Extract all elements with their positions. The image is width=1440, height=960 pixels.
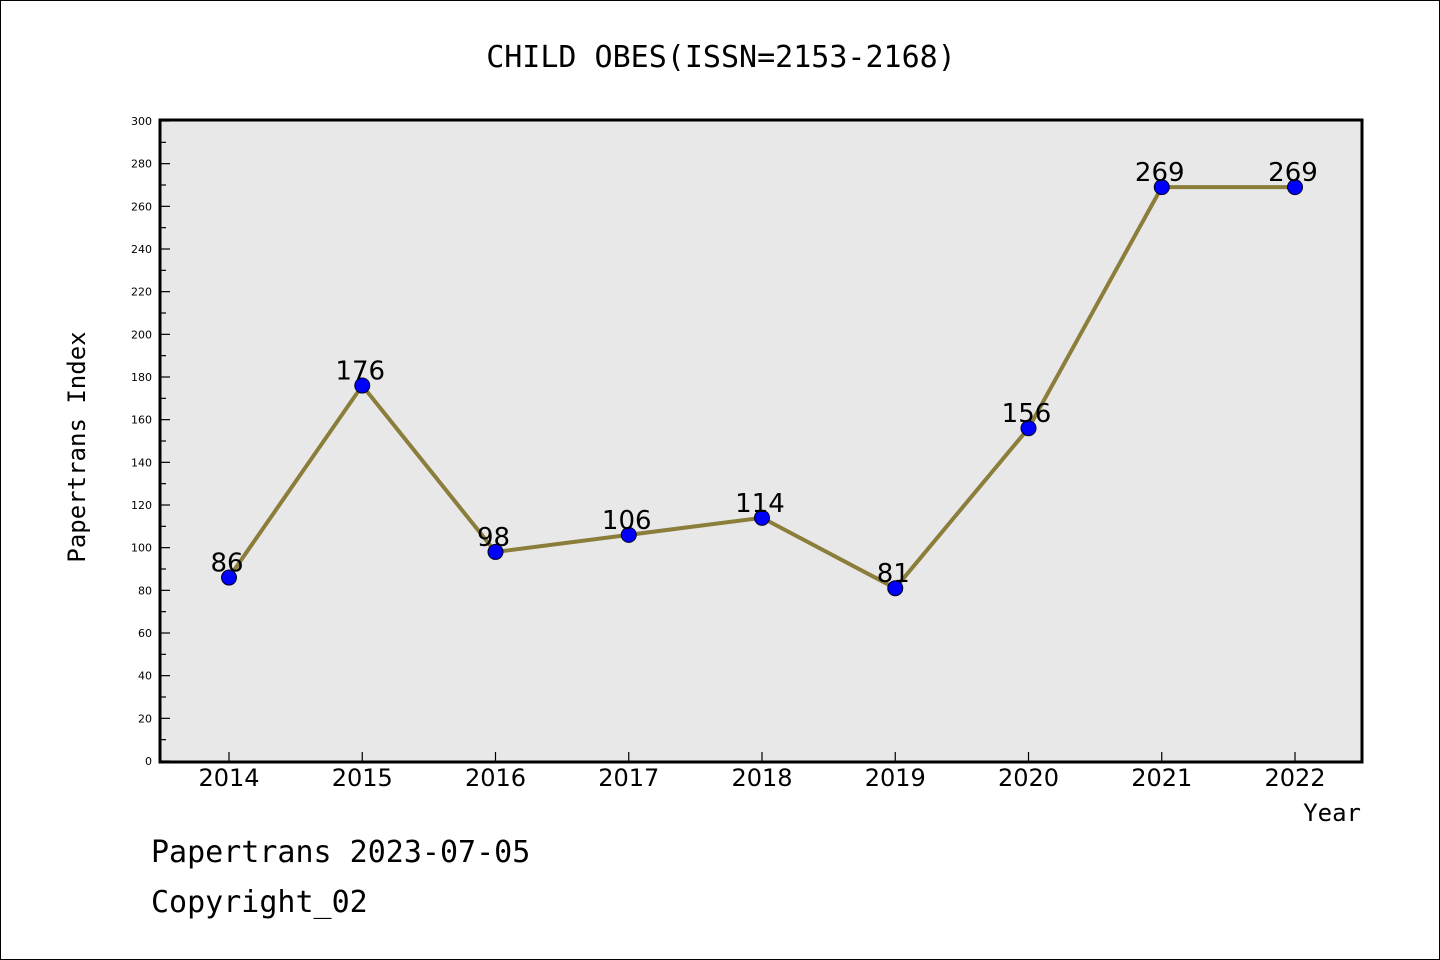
x-tick-label: 2020 — [998, 764, 1059, 792]
y-tick-label: 0 — [145, 755, 152, 768]
data-label: 114 — [735, 489, 785, 519]
data-label: 176 — [335, 357, 385, 387]
y-axis-label: Papertrans Index — [63, 331, 91, 562]
data-label: 98 — [477, 523, 510, 553]
y-tick-label: 80 — [138, 584, 152, 597]
plot-area — [160, 120, 1362, 762]
data-label: 86 — [210, 549, 243, 579]
y-tick-label: 220 — [131, 286, 152, 299]
y-tick-label: 300 — [131, 115, 152, 128]
data-label: 269 — [1135, 158, 1185, 188]
y-tick-label: 240 — [131, 243, 152, 256]
data-label: 81 — [877, 559, 910, 589]
data-point — [221, 569, 237, 586]
footer-date: Papertrans 2023-07-05 — [151, 835, 531, 870]
footer-copyright: Copyright_02 — [151, 885, 368, 920]
data-point — [887, 580, 904, 597]
data-labels: 86 176 98 106 114 81 156 269 269 — [210, 158, 1317, 589]
data-label: 269 — [1268, 158, 1318, 188]
data-point — [354, 377, 371, 394]
y-tick-label: 200 — [131, 328, 152, 341]
y-tick-label: 120 — [131, 499, 152, 512]
x-tick-label: 2021 — [1131, 764, 1192, 792]
data-label: 156 — [1002, 399, 1052, 429]
y-axis: 0 20 40 60 80 100 120 140 160 180 200 220 240 260 280 3… — [131, 115, 170, 768]
y-tick-label: 60 — [138, 627, 152, 640]
data-point — [1287, 179, 1303, 196]
data-point — [487, 543, 504, 560]
x-tick-label: 2016 — [465, 764, 526, 792]
y-tick-label: 280 — [131, 158, 152, 171]
y-tick-label: 160 — [131, 414, 152, 427]
x-tick-label: 2015 — [332, 764, 393, 792]
y-tick-label: 100 — [131, 542, 152, 555]
data-point — [754, 509, 770, 526]
x-tick-label: 2018 — [731, 764, 792, 792]
x-axis-label: Year — [1303, 799, 1361, 827]
y-tick-label: 40 — [138, 670, 152, 683]
y-tick-label: 20 — [138, 712, 152, 725]
data-points — [221, 179, 1303, 597]
x-tick-label: 2019 — [865, 764, 926, 792]
y-tick-label: 180 — [131, 371, 152, 384]
data-point — [1020, 420, 1037, 437]
data-point — [1153, 179, 1170, 196]
y-tick-label: 140 — [131, 456, 152, 469]
x-tick-label: 2022 — [1264, 764, 1325, 792]
chart-title: CHILD OBES(ISSN=2153-2168) — [486, 40, 956, 75]
data-label: 106 — [602, 506, 652, 536]
plot-border — [158, 118, 1364, 764]
data-point — [620, 526, 637, 543]
y-tick-label: 260 — [131, 200, 152, 213]
x-tick-label: 2017 — [598, 764, 659, 792]
x-axis: 2014 2015 2016 2017 2018 2019 2020 2021 2022 — [198, 752, 1326, 792]
x-tick-label: 2014 — [198, 764, 259, 792]
